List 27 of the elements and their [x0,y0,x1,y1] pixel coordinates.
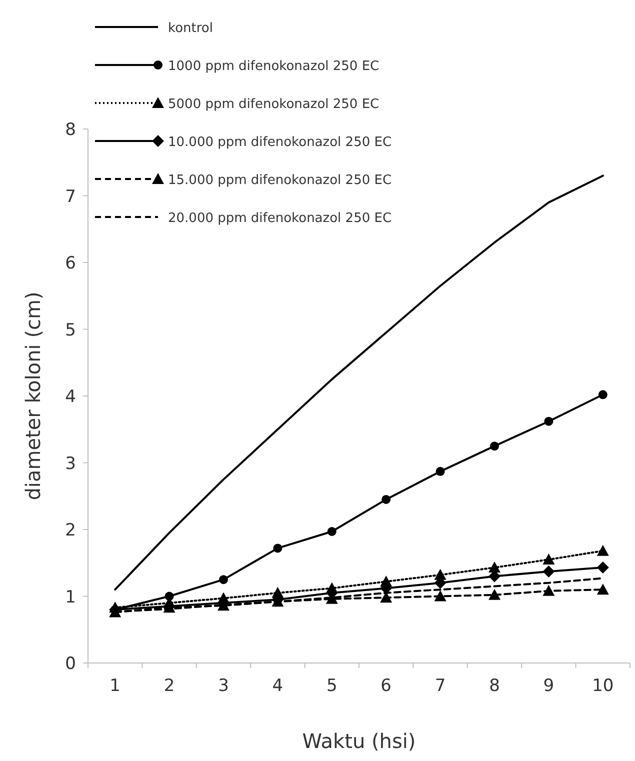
x-tick-label: 8 [489,676,500,696]
x-tick-label: 7 [434,676,446,696]
legend-label: 5000 ppm difenokonazol 250 EC [168,97,380,112]
x-tick-label: 9 [543,676,554,696]
y-tick-label: 2 [65,520,76,540]
y-tick-label: 4 [65,387,76,407]
legend-label: 15.000 ppm difenokonazol 250 EC [168,173,392,188]
y-tick-label: 1 [65,587,76,608]
y-tick-label: 6 [65,254,76,274]
legend-label: kontrol [168,21,213,36]
y-tick-label: 7 [65,186,76,207]
legend-label: 1000 ppm difenokonazol 250 EC [168,59,380,74]
legend-label: 10.000 ppm difenokonazol 250 EC [168,135,392,150]
x-tick-label: 6 [380,676,392,696]
x-tick-label: 1 [110,676,121,696]
x-tick-label: 2 [164,676,175,696]
x-tick-label: 4 [272,676,284,696]
y-tick-label: 0 [65,654,76,674]
y-axis-title: diameter koloni (cm) [21,292,45,500]
x-tick-label: 5 [326,676,338,696]
legend-label: 20.000 ppm difenokonazol 250 EC [168,211,392,226]
y-tick-label: 8 [65,120,76,140]
y-tick-label: 5 [65,320,76,340]
x-axis-title: Waktu (hsi) [302,729,416,753]
x-tick-label: 10 [592,676,614,696]
y-tick-label: 3 [65,454,76,474]
x-tick-label: 3 [218,676,229,696]
